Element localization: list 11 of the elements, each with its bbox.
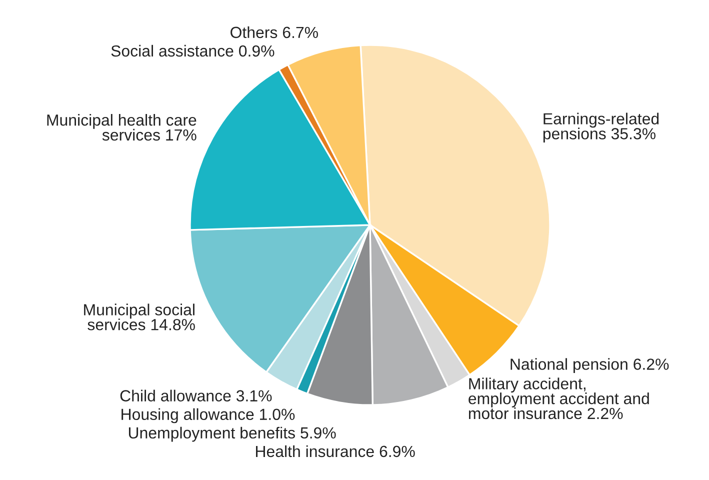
slice-label: Municipal social services 14.8% xyxy=(84,304,195,330)
slice-label: National pension 6.2% xyxy=(510,358,669,374)
slice-label: Earnings-related pensions 35.3% xyxy=(543,112,659,143)
slice-label: Military accident, employment accident and motor insurance 2.2% xyxy=(468,378,649,420)
slice-label: Social assistance 0.9% xyxy=(111,44,274,57)
slice-label: Health insurance 6.9% xyxy=(256,445,415,458)
slice-label: Child allowance 3.1% xyxy=(120,390,272,402)
slice-label: Others 6.7% xyxy=(230,26,318,38)
slice-label: Housing allowance 1.0% xyxy=(122,408,295,424)
slice-label: Unemployment benefits 5.9% xyxy=(128,426,336,442)
slice-label: Municipal health care services 17% xyxy=(47,114,196,141)
